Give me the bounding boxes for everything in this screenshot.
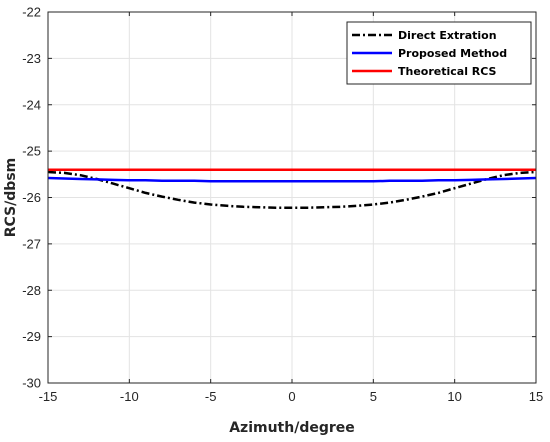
series-line-proposed-method [47,176,537,183]
x-tick-label: -5 [205,389,217,404]
x-tick-label: 15 [529,389,543,404]
grid-lines [48,12,536,383]
y-tick-label: -22 [22,5,41,20]
legend: Direct Extration Proposed Method Theoret… [346,21,532,85]
y-axis-label: RCS/dbsm [3,158,19,237]
x-axis-label: Azimuth/degree [229,420,355,436]
x-tick-label: 10 [447,389,461,404]
series-line-direct-extration [47,170,537,209]
legend-label-direct-extration: Direct Extration [398,29,497,42]
x-tick-label: 0 [288,389,295,404]
x-tick-label: 5 [370,389,377,404]
y-tick-label: -29 [22,329,41,344]
y-tick-label: -27 [22,236,41,251]
y-tick-label: -26 [22,190,41,205]
x-tick-label: -15 [39,389,58,404]
axis-ticks: -15 -10 -5 0 5 10 15 -22 -23 -24 -25 -26 -27 -28 -29 -3… [22,5,543,405]
x-tick-label: -10 [120,389,139,404]
legend-label-proposed-method: Proposed Method [398,47,507,60]
y-tick-label: -24 [22,97,41,112]
y-tick-label: -25 [22,144,41,159]
y-tick-label: -28 [22,283,41,298]
y-tick-label: -23 [22,51,41,66]
y-tick-label: -30 [22,376,41,391]
legend-label-theoretical-rcs: Theoretical RCS [398,65,497,78]
series-layer [47,168,537,209]
